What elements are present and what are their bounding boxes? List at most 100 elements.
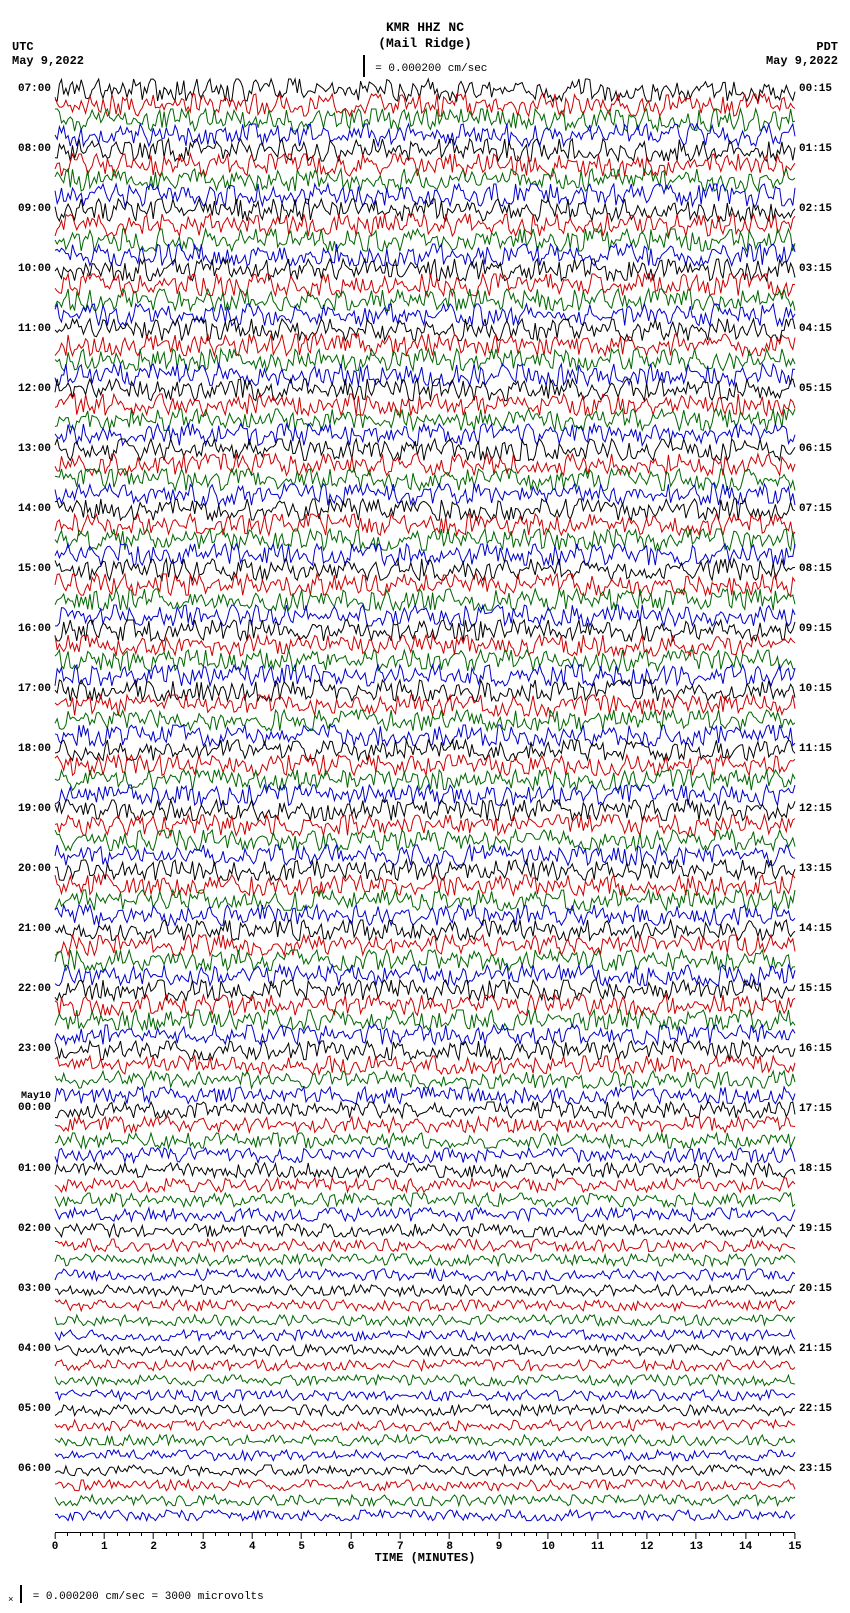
footer-scale: × = 0.000200 cm/sec = 3000 microvolts (8, 1587, 264, 1605)
x-minor-tick (67, 1533, 68, 1536)
seismic-trace (55, 1329, 795, 1342)
x-minor-tick (228, 1533, 229, 1536)
x-axis: 0123456789101112131415 TIME (MINUTES) (55, 1532, 795, 1565)
x-minor-tick (437, 1533, 438, 1536)
x-minor-tick (141, 1533, 142, 1536)
trace-row (55, 1320, 795, 1326)
trace-row (55, 1425, 795, 1431)
right-date: May 9,2022 (766, 54, 838, 68)
x-minor-tick (758, 1533, 759, 1536)
x-minor-tick (326, 1533, 327, 1536)
utc-time-label: 07:00 (7, 83, 51, 95)
footer-scale-text: = 0.000200 cm/sec = 3000 microvolts (33, 1591, 264, 1603)
utc-time-label: 14:00 (7, 503, 51, 515)
seismic-trace (55, 1238, 795, 1252)
x-tick: 13 (690, 1533, 703, 1553)
x-minor-tick (92, 1533, 93, 1536)
utc-time-label: 11:00 (7, 323, 51, 335)
utc-time-label: 03:00 (7, 1283, 51, 1295)
pdt-time-label: 14:15 (799, 923, 843, 935)
seismic-trace (55, 1434, 795, 1447)
seismic-trace (55, 1177, 795, 1193)
pdt-time-label: 17:15 (799, 1103, 843, 1115)
x-minor-tick (610, 1533, 611, 1536)
x-tick: 4 (249, 1533, 256, 1553)
pdt-time-label: 16:15 (799, 1043, 843, 1055)
pdt-time-label: 01:15 (799, 143, 843, 155)
header-right: PDT May 9,2022 (766, 40, 838, 69)
trace-row (55, 1335, 795, 1341)
utc-time-label: 08:00 (7, 143, 51, 155)
x-minor-tick (376, 1533, 377, 1536)
seismic-trace (55, 1389, 795, 1402)
station-line1: KMR HHZ NC (0, 20, 850, 36)
trace-row (55, 1245, 795, 1252)
x-minor-tick (363, 1533, 364, 1536)
utc-time-label: 12:00 (7, 383, 51, 395)
pdt-time-label: 15:15 (799, 983, 843, 995)
seismic-trace (55, 1494, 795, 1507)
pdt-time-label: 07:15 (799, 503, 843, 515)
pdt-time-label: 11:15 (799, 743, 843, 755)
x-tick: 11 (591, 1533, 604, 1553)
pdt-time-label: 00:15 (799, 83, 843, 95)
x-minor-tick (770, 1533, 771, 1536)
x-minor-tick (536, 1533, 537, 1536)
x-tick: 8 (446, 1533, 453, 1553)
pdt-time-label: 05:15 (799, 383, 843, 395)
x-tick: 5 (298, 1533, 305, 1553)
pdt-time-label: 13:15 (799, 863, 843, 875)
seismic-trace (55, 1359, 795, 1372)
seismic-trace (55, 1162, 795, 1178)
utc-time-label: 18:00 (7, 743, 51, 755)
x-minor-tick (425, 1533, 426, 1536)
x-minor-tick (240, 1533, 241, 1536)
x-axis-line: 0123456789101112131415 (55, 1532, 795, 1533)
x-minor-tick (339, 1533, 340, 1536)
utc-time-label: 09:00 (7, 203, 51, 215)
plot-area: 07:0000:1508:0001:1509:0002:1510:0003:15… (55, 90, 795, 1530)
x-minor-tick (388, 1533, 389, 1536)
x-minor-tick (573, 1533, 574, 1536)
trace-row (55, 1260, 795, 1267)
x-minor-tick (129, 1533, 130, 1536)
pdt-time-label: 22:15 (799, 1403, 843, 1415)
x-minor-tick (659, 1533, 660, 1536)
left-date: May 9,2022 (12, 54, 84, 68)
utc-time-label: 05:00 (7, 1403, 51, 1415)
utc-time-label: 06:00 (7, 1463, 51, 1475)
x-tick: 15 (788, 1533, 801, 1553)
seismic-trace (55, 1147, 795, 1164)
utc-time-label: 20:00 (7, 863, 51, 875)
seismic-trace (55, 1509, 795, 1522)
utc-time-label: May1000:00 (7, 1103, 51, 1114)
x-minor-tick (166, 1533, 167, 1536)
trace-row (55, 1515, 795, 1521)
pdt-time-label: 10:15 (799, 683, 843, 695)
x-minor-tick (672, 1533, 673, 1536)
trace-row (55, 1395, 795, 1401)
seismic-trace (55, 1314, 795, 1327)
x-tick: 7 (397, 1533, 404, 1553)
trace-row (55, 1365, 795, 1371)
x-minor-tick (783, 1533, 784, 1536)
x-tick: 6 (348, 1533, 355, 1553)
trace-row: 05:0022:15 (55, 1410, 795, 1416)
utc-time-label: 21:00 (7, 923, 51, 935)
seismic-trace (55, 1268, 795, 1281)
pdt-time-label: 06:15 (799, 443, 843, 455)
utc-time-label: 23:00 (7, 1043, 51, 1055)
trace-row (55, 1305, 795, 1311)
x-minor-tick (117, 1533, 118, 1536)
x-minor-tick (622, 1533, 623, 1536)
x-tick: 10 (542, 1533, 555, 1553)
x-minor-tick (314, 1533, 315, 1536)
x-minor-tick (413, 1533, 414, 1536)
x-minor-tick (733, 1533, 734, 1536)
title-block: KMR HHZ NC (Mail Ridge) (0, 0, 850, 51)
trace-row (55, 1440, 795, 1446)
scale-line: = 0.000200 cm/sec (0, 57, 850, 79)
x-minor-tick (684, 1533, 685, 1536)
seismic-trace (55, 1479, 795, 1492)
pdt-time-label: 20:15 (799, 1283, 843, 1295)
